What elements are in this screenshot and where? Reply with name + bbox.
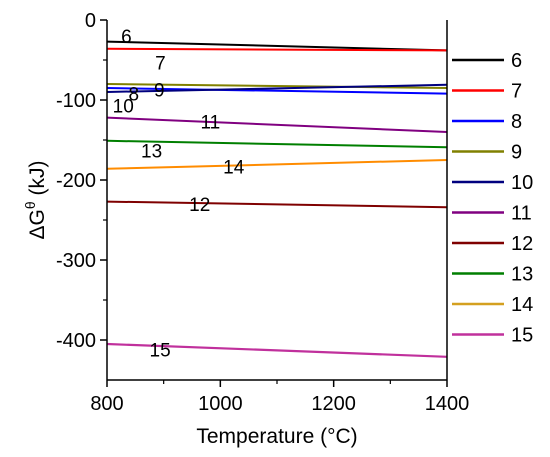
- series-line-6: [106, 40, 448, 52]
- line-label-10: 10: [113, 97, 134, 118]
- legend-label-11: 11: [511, 203, 532, 225]
- legend-label-10: 10: [511, 172, 533, 194]
- line-label-9: 9: [154, 81, 165, 102]
- y-tick-label: -100: [56, 90, 96, 112]
- legend-label-15: 15: [511, 325, 533, 347]
- line-label-13: 13: [141, 141, 162, 162]
- x-tick-label: 1200: [311, 393, 356, 415]
- legend-label-8: 8: [511, 111, 522, 133]
- x-tick-label: 800: [90, 393, 123, 415]
- series-line-10: [106, 83, 448, 93]
- series-line-8: [106, 87, 448, 95]
- series-line-13: [106, 139, 448, 149]
- series-line-15: [106, 342, 448, 358]
- y-axis-title-main: ΔG: [26, 209, 49, 239]
- y-axis-title: ΔGθ (kJ): [22, 161, 49, 240]
- series-line-14: [106, 159, 448, 170]
- line-labels: 6 78 9 10 11 13 14 12 15: [113, 27, 245, 362]
- series-line-7: [106, 47, 448, 52]
- y-tick-label: 0: [85, 10, 96, 32]
- legend: 6 7 8 9 10 11 12 13 14 15: [452, 50, 533, 347]
- line-label-12: 12: [189, 195, 210, 216]
- x-axis-title: Temperature (°C): [196, 425, 357, 448]
- line-label-11: 11: [201, 113, 221, 134]
- y-tick-label: -400: [56, 330, 96, 352]
- line-label-7: 7: [155, 53, 166, 74]
- plot-lines: [106, 40, 448, 358]
- y-axis-title-unit: (kJ): [26, 161, 49, 202]
- y-axis-title-superscript: θ: [22, 201, 38, 209]
- legend-label-13: 13: [511, 264, 533, 286]
- legend-label-7: 7: [511, 81, 522, 103]
- legend-label-9: 9: [511, 142, 522, 164]
- line-label-6: 6: [121, 27, 132, 48]
- series-line-11: [106, 116, 448, 133]
- x-tick-label: 1400: [425, 393, 470, 415]
- line-label-8: 8: [129, 85, 140, 106]
- line-label-14: 14: [223, 157, 245, 178]
- y-tick-label: -200: [56, 170, 96, 192]
- axes: 0 -100 -200 -300 -400 800 1000 1200 1400: [56, 10, 469, 415]
- legend-label-12: 12: [511, 233, 533, 255]
- x-tick-label: 1000: [198, 393, 243, 415]
- legend-label-6: 6: [511, 50, 522, 72]
- line-label-15: 15: [150, 341, 171, 362]
- series-line-12: [106, 200, 448, 209]
- series-line-9: [106, 83, 448, 89]
- y-tick-label: -300: [56, 250, 96, 272]
- legend-label-14: 14: [511, 294, 533, 316]
